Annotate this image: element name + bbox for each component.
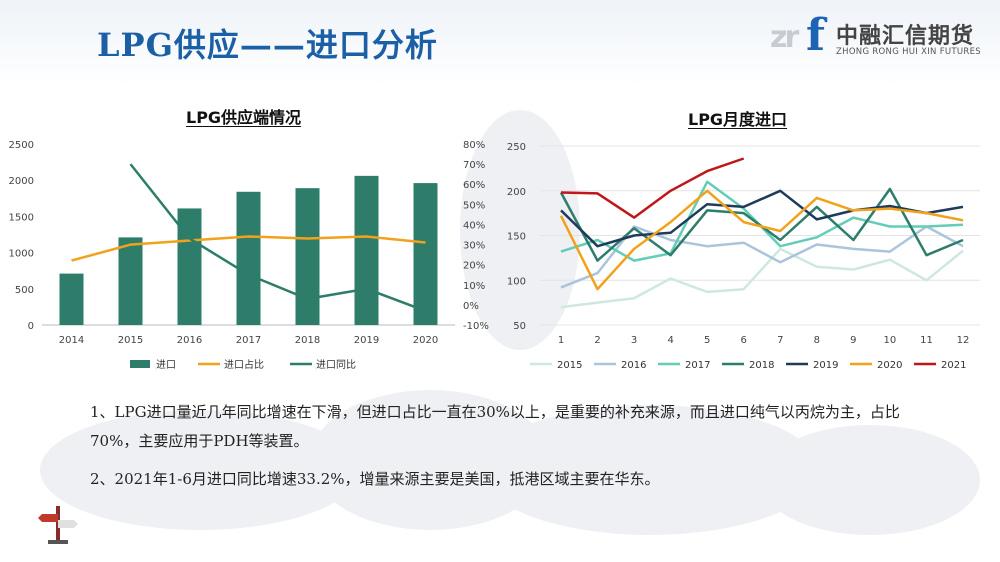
x-tick-label: 2018 — [295, 335, 320, 346]
x-tick-label: 2020 — [413, 335, 438, 346]
legend-label: 2015 — [557, 360, 582, 371]
legend-label: 进口占比 — [224, 358, 264, 371]
legend-label: 2017 — [685, 360, 710, 371]
y-tick-label: 0 — [28, 321, 34, 332]
legend-label: 2019 — [813, 360, 838, 371]
bar-import — [413, 183, 438, 325]
x-tick-label: 12 — [957, 335, 970, 346]
page-title: LPG供应——进口分析 — [97, 26, 438, 64]
y-tick-label: 500 — [15, 285, 34, 296]
series-line-2019 — [560, 189, 964, 248]
legend-label: 2016 — [621, 360, 646, 371]
line-import-share — [71, 235, 426, 262]
company-logo: zr f 中融汇信期货 ZHONG RONG HUI XIN FUTURES — [770, 10, 990, 62]
x-tick-label: 2015 — [118, 335, 143, 346]
y2-tick-label: 50% — [463, 200, 485, 211]
x-tick-label: 1 — [558, 335, 564, 346]
series-line-2020 — [559, 189, 964, 291]
legend-label: 2018 — [749, 360, 774, 371]
legend-swatch — [130, 360, 150, 368]
x-tick-label: 2017 — [236, 335, 261, 346]
y-tick-label: 1500 — [9, 212, 34, 223]
x-tick-label: 5 — [704, 335, 710, 346]
legend-label: 进口 — [156, 359, 176, 371]
bar-import — [118, 237, 143, 325]
x-tick-label: 10 — [884, 335, 897, 346]
x-tick-label: 7 — [777, 335, 783, 346]
legend-label: 2021 — [941, 360, 966, 371]
y-tick-label: 150 — [507, 232, 526, 243]
line-import-yoy — [129, 163, 426, 313]
paragraph-1: 1、LPG进口量近几年同比增速在下滑，但进口占比一直在30%以上，是重要的补充来… — [90, 403, 900, 450]
legend-label: 进口同比 — [316, 359, 356, 371]
logo-english-name: ZHONG RONG HUI XIN FUTURES — [836, 47, 982, 57]
series-line-2015 — [560, 247, 964, 309]
x-tick-label: 4 — [667, 335, 673, 346]
x-tick-label: 2 — [594, 335, 600, 346]
y2-tick-label: -10% — [463, 321, 489, 332]
y-tick-label: 200 — [507, 187, 526, 198]
y2-tick-label: 80% — [463, 140, 485, 151]
x-tick-label: 2019 — [354, 335, 379, 346]
y2-tick-label: 30% — [463, 241, 485, 252]
y2-tick-label: 70% — [463, 160, 485, 171]
x-tick-label: 2016 — [177, 335, 202, 346]
y-tick-label: 1000 — [9, 249, 34, 260]
bar-import — [236, 191, 261, 325]
bar-import — [354, 175, 379, 325]
y-tick-label: 100 — [507, 276, 526, 287]
x-tick-label: 3 — [631, 335, 637, 346]
y2-tick-label: 40% — [463, 220, 485, 231]
y2-tick-label: 0% — [463, 301, 479, 312]
x-tick-label: 8 — [814, 335, 820, 346]
header-band — [0, 0, 1000, 86]
logo-chinese-name: 中融汇信期货 — [836, 24, 975, 49]
y-tick-label: 250 — [507, 142, 526, 153]
y2-tick-label: 20% — [463, 261, 485, 272]
y-tick-label: 2500 — [9, 140, 34, 151]
series-line-2017 — [560, 180, 964, 262]
legend-label: 2020 — [877, 360, 902, 371]
paragraph-2: 2、2021年1-6月进口同比增速33.2%，增量来源主要是美国，抵港区域主要在… — [90, 470, 660, 488]
x-tick-label: 11 — [920, 335, 933, 346]
bar-import — [295, 188, 320, 325]
x-tick-label: 6 — [741, 335, 747, 346]
logo-mark-zr: zr — [770, 20, 799, 55]
y-tick-label: 50 — [513, 321, 526, 332]
logo-mark-f: f — [806, 10, 825, 61]
chart1-title: LPG供应端情况 — [186, 108, 302, 127]
y2-tick-label: 60% — [463, 180, 485, 191]
y-tick-label: 2000 — [9, 176, 34, 187]
chart2-title: LPG月度进口 — [688, 110, 788, 129]
y2-tick-label: 10% — [463, 281, 485, 292]
x-tick-label: 2014 — [59, 335, 84, 346]
bar-import — [59, 273, 84, 325]
signpost-icon — [38, 506, 78, 544]
supply-chart: 0 500 1000 1500 2000 2500 -10% 0% 10% 20% 30% 40% 50… — [9, 140, 489, 371]
series-line-2021 — [560, 157, 745, 219]
x-tick-label: 9 — [850, 335, 856, 346]
